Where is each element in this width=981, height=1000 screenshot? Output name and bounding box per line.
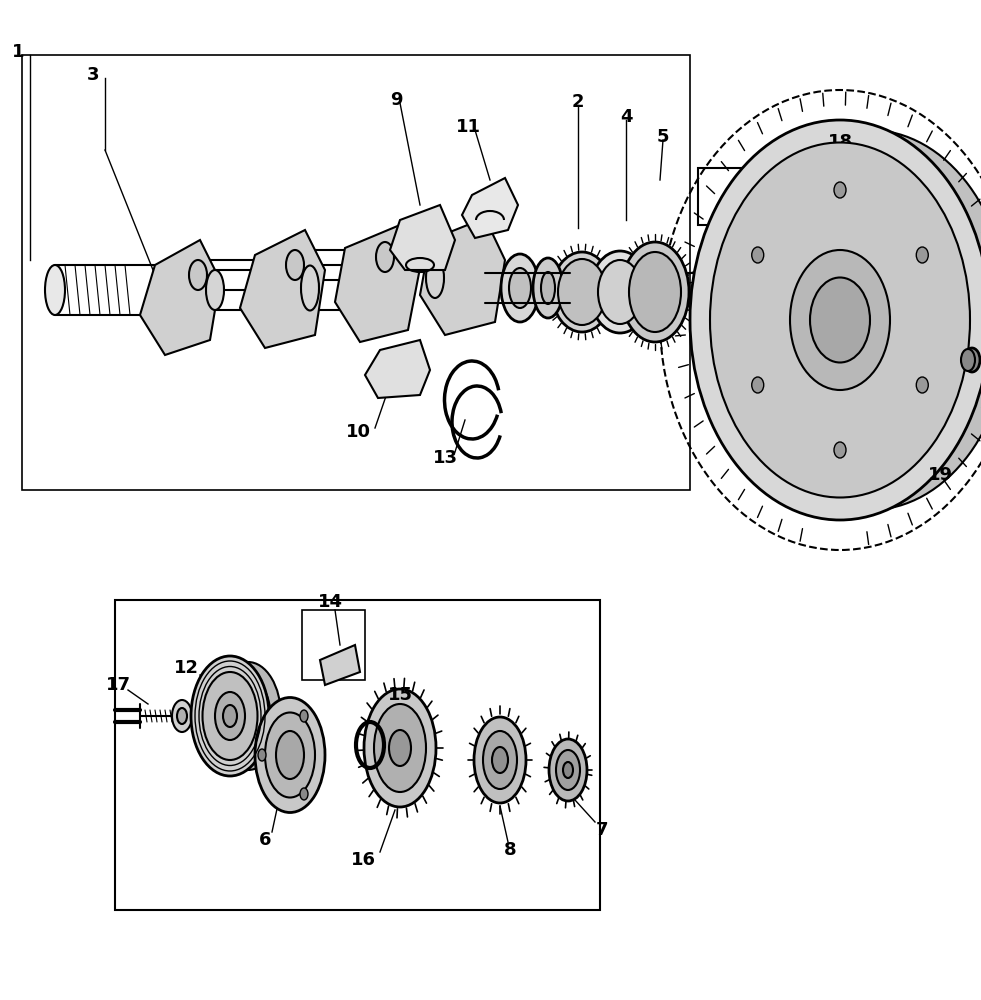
Ellipse shape <box>191 656 269 776</box>
Ellipse shape <box>265 712 315 798</box>
Ellipse shape <box>533 258 563 318</box>
Ellipse shape <box>810 277 870 362</box>
Polygon shape <box>462 178 518 238</box>
Ellipse shape <box>189 260 207 290</box>
Text: 19: 19 <box>927 466 953 484</box>
Ellipse shape <box>215 692 245 740</box>
Ellipse shape <box>255 698 325 812</box>
Ellipse shape <box>834 182 846 198</box>
Polygon shape <box>335 225 420 342</box>
Text: 17: 17 <box>106 676 130 694</box>
Ellipse shape <box>301 265 319 310</box>
Ellipse shape <box>483 731 517 789</box>
Ellipse shape <box>509 268 531 308</box>
Text: 9: 9 <box>389 91 402 109</box>
Text: 10: 10 <box>345 423 371 441</box>
Text: 4: 4 <box>620 108 632 126</box>
Ellipse shape <box>549 739 587 801</box>
Ellipse shape <box>710 142 970 497</box>
Polygon shape <box>320 645 360 685</box>
Ellipse shape <box>751 377 764 393</box>
Ellipse shape <box>286 250 304 280</box>
Polygon shape <box>240 230 325 348</box>
Text: 18: 18 <box>827 133 852 151</box>
Ellipse shape <box>790 250 890 390</box>
Ellipse shape <box>426 258 444 298</box>
Text: 7: 7 <box>595 821 608 839</box>
Text: 13: 13 <box>433 449 457 467</box>
Ellipse shape <box>961 349 975 371</box>
Text: 15: 15 <box>387 686 412 704</box>
Ellipse shape <box>629 252 681 332</box>
Text: 2: 2 <box>572 93 585 111</box>
Text: 6: 6 <box>259 831 272 849</box>
Polygon shape <box>390 205 455 270</box>
Ellipse shape <box>552 252 612 332</box>
Text: 11: 11 <box>455 118 481 136</box>
Ellipse shape <box>226 678 271 754</box>
Ellipse shape <box>300 710 308 722</box>
Ellipse shape <box>177 708 187 724</box>
Ellipse shape <box>364 689 436 807</box>
Polygon shape <box>140 240 220 355</box>
Ellipse shape <box>389 730 411 766</box>
Ellipse shape <box>590 251 650 333</box>
Ellipse shape <box>172 700 192 732</box>
Ellipse shape <box>206 270 224 310</box>
Polygon shape <box>420 218 505 335</box>
Ellipse shape <box>541 272 555 304</box>
Ellipse shape <box>916 377 928 393</box>
Ellipse shape <box>964 348 980 372</box>
Ellipse shape <box>690 120 981 520</box>
Ellipse shape <box>223 705 237 727</box>
Ellipse shape <box>276 731 304 779</box>
Ellipse shape <box>300 788 308 800</box>
Ellipse shape <box>598 260 642 324</box>
Polygon shape <box>365 340 430 398</box>
Text: 14: 14 <box>318 593 342 611</box>
Ellipse shape <box>558 259 606 325</box>
Text: 16: 16 <box>350 851 376 869</box>
Ellipse shape <box>374 704 426 792</box>
Ellipse shape <box>834 442 846 458</box>
Ellipse shape <box>215 662 281 770</box>
Ellipse shape <box>563 762 573 778</box>
Ellipse shape <box>492 747 508 773</box>
Ellipse shape <box>621 242 689 342</box>
Ellipse shape <box>750 150 981 490</box>
Ellipse shape <box>258 749 266 761</box>
Ellipse shape <box>730 130 981 510</box>
Ellipse shape <box>501 254 539 322</box>
Ellipse shape <box>45 265 65 315</box>
Ellipse shape <box>751 247 764 263</box>
Text: 8: 8 <box>503 841 516 859</box>
Text: 12: 12 <box>174 659 198 677</box>
Ellipse shape <box>916 247 928 263</box>
Ellipse shape <box>474 717 526 803</box>
Text: 1: 1 <box>12 43 25 61</box>
Ellipse shape <box>556 750 580 790</box>
Text: 3: 3 <box>86 66 99 84</box>
Ellipse shape <box>376 242 394 272</box>
Text: 5: 5 <box>656 128 669 146</box>
Ellipse shape <box>202 672 257 760</box>
